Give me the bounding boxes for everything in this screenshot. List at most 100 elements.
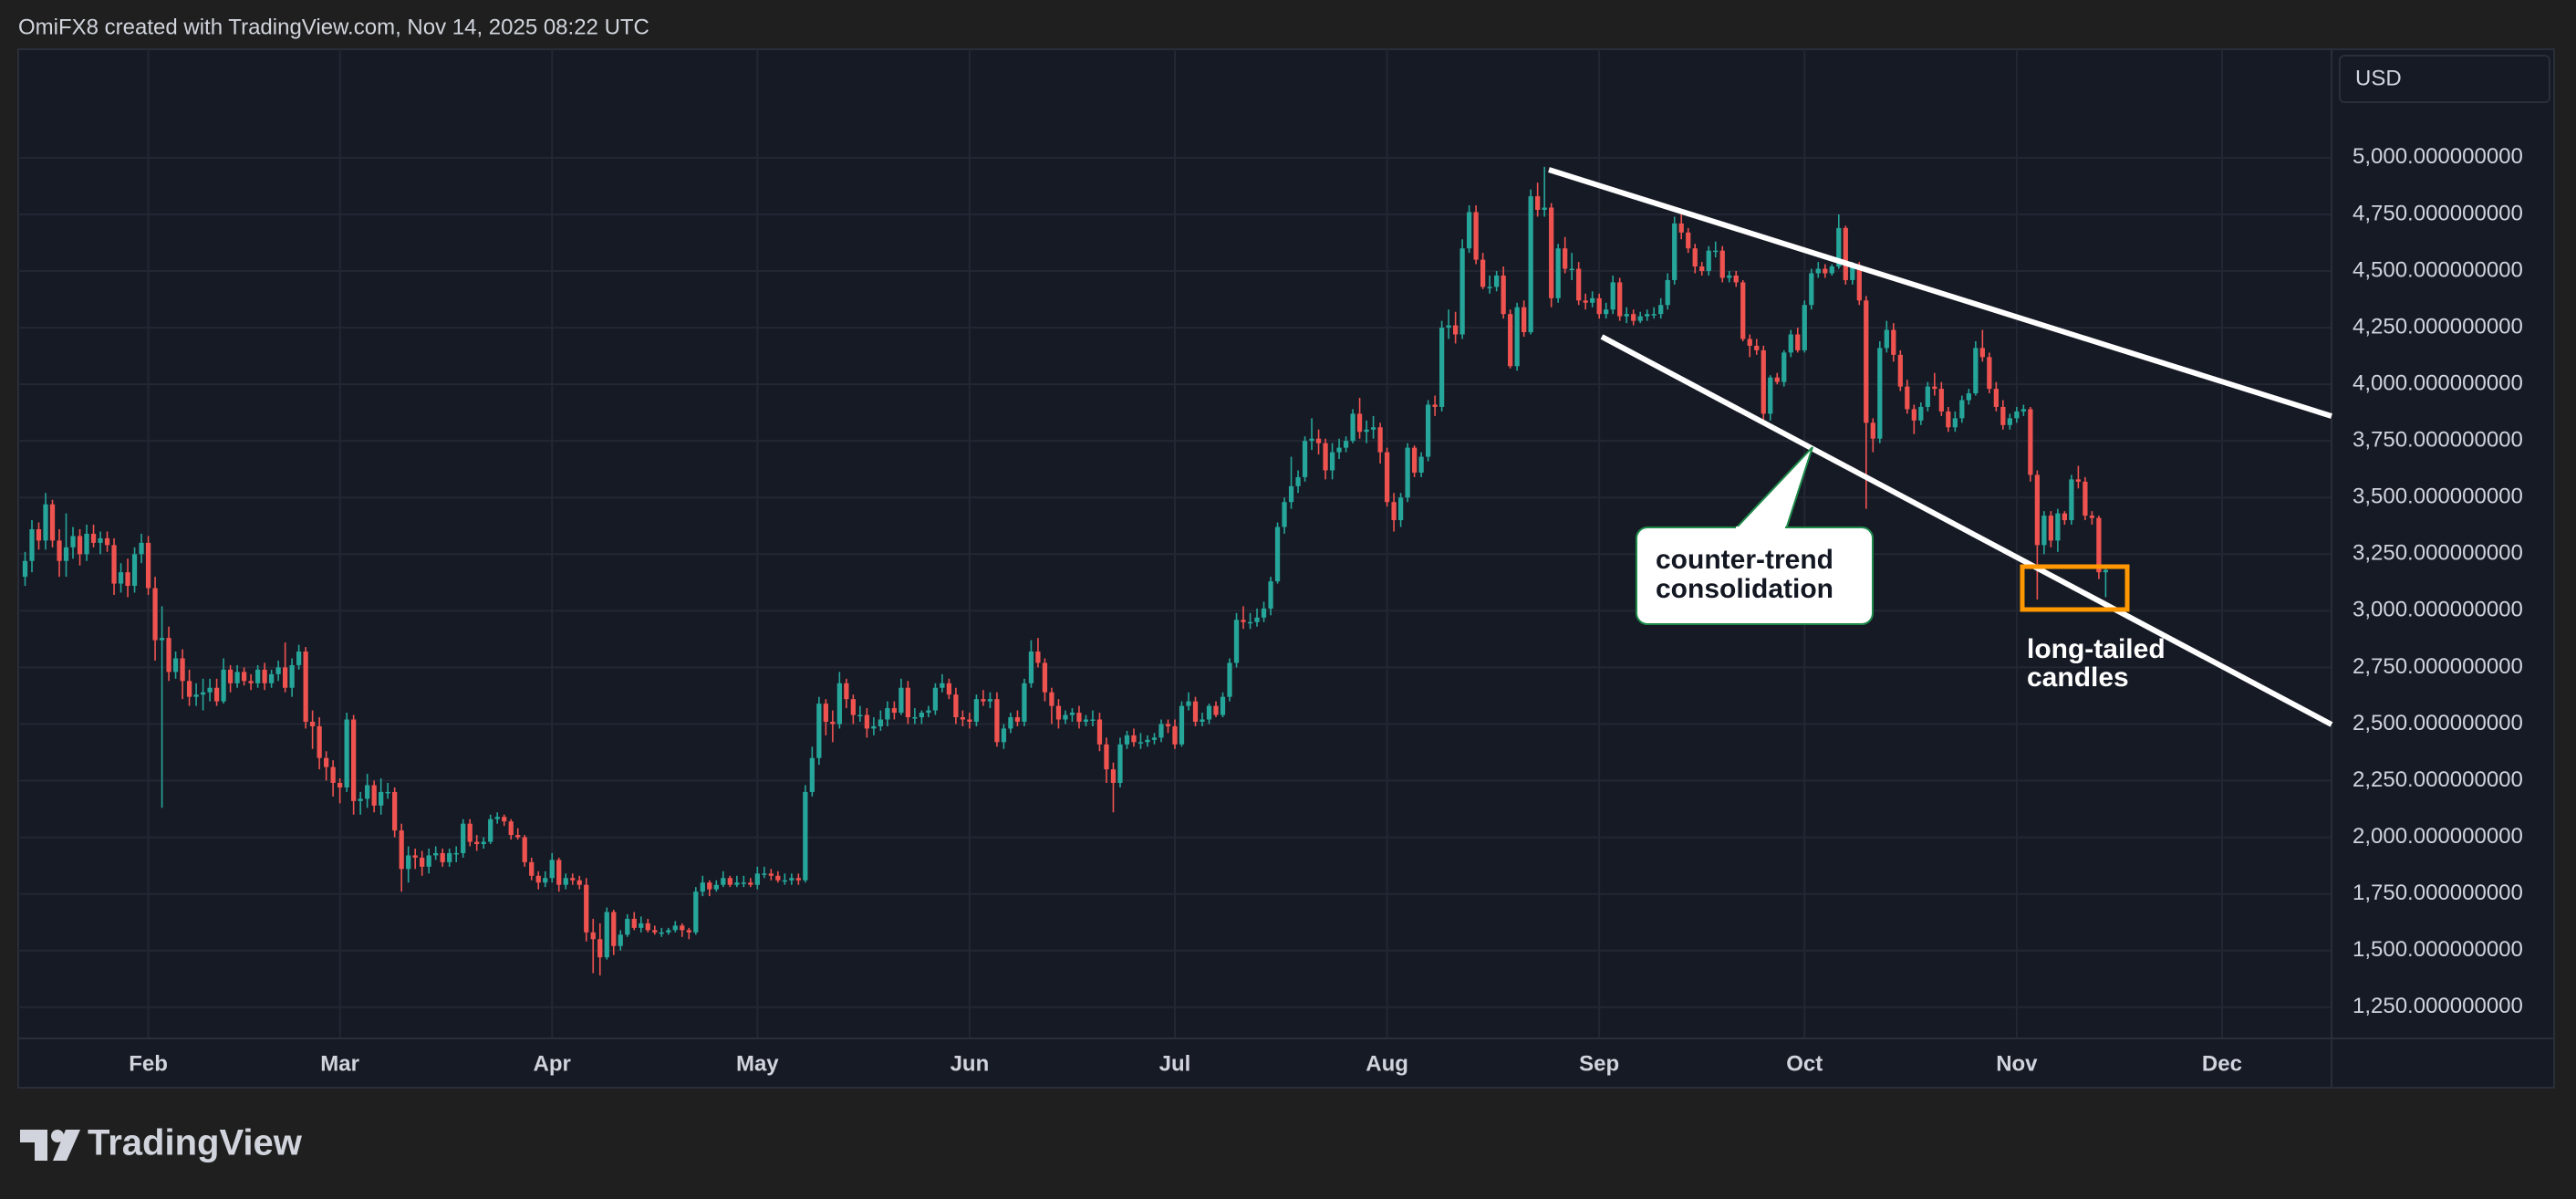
candle-body	[1323, 443, 1328, 471]
candle-body	[338, 783, 343, 787]
candle-body	[467, 823, 473, 842]
candle-body	[275, 667, 281, 674]
candle-body	[186, 681, 192, 697]
candle-body	[1329, 452, 1335, 471]
candle-body	[1049, 692, 1054, 706]
candle-body	[748, 882, 753, 885]
candle-body	[1952, 418, 1958, 428]
candle-body	[1487, 287, 1492, 288]
candle-body	[412, 855, 418, 858]
candle-body	[234, 672, 240, 683]
x-tick-label: Mar	[320, 1051, 359, 1076]
candle-body	[1569, 268, 1574, 271]
candle-body	[1418, 456, 1424, 473]
candle-body	[2089, 516, 2095, 518]
y-tick-label: 4,000.000000000	[2353, 370, 2523, 395]
candle-body	[946, 683, 952, 695]
candle-body	[891, 708, 898, 714]
candle-body	[84, 533, 89, 555]
candle-body	[1624, 314, 1629, 317]
candle-body	[1802, 305, 1807, 350]
candle-body	[1966, 393, 1971, 401]
candle-body	[385, 791, 390, 794]
candle-body	[1905, 386, 1910, 410]
candles	[22, 166, 2109, 975]
candle-body	[1604, 309, 1609, 315]
candle-body	[1747, 339, 1752, 346]
candle-body	[926, 710, 931, 714]
candle-body	[1911, 409, 1916, 421]
candle-body	[604, 912, 609, 958]
axis-labels: 1,250.000000000 1,500.000000000 1,750.0000…	[129, 144, 2523, 1076]
candle-body	[1124, 735, 1130, 745]
candle-body	[618, 934, 623, 946]
y-tick-label: 4,750.000000000	[2353, 201, 2523, 225]
candle-body	[1411, 447, 1418, 473]
candle-body	[77, 536, 83, 555]
candle-body	[2034, 474, 2040, 546]
candle-body	[823, 704, 828, 722]
candle-body	[1117, 744, 1123, 784]
candle-body	[2083, 481, 2088, 516]
candle-body	[584, 884, 589, 933]
candle-body	[563, 878, 568, 885]
candle-body	[576, 880, 582, 885]
candle-body	[707, 882, 712, 890]
y-tick-label: 1,750.000000000	[2353, 881, 2523, 905]
y-tick-label: 1,250.000000000	[2353, 994, 2523, 1018]
candle-body	[1302, 441, 1308, 477]
candle-body	[1350, 413, 1356, 442]
candle-body	[693, 891, 699, 933]
currency-button[interactable]	[2339, 55, 2550, 103]
candle-body	[885, 708, 890, 720]
candle-body	[1918, 406, 1924, 421]
candle-body	[2062, 513, 2068, 521]
x-tick-label: Nov	[1996, 1051, 2038, 1076]
candle-body	[104, 537, 110, 546]
candle-body	[727, 878, 732, 885]
x-tick-label: Jul	[1159, 1051, 1191, 1076]
currency[interactable]: USD	[2355, 66, 2402, 90]
candle-body	[1425, 404, 1431, 457]
candle-body	[1014, 717, 1021, 722]
candle-body	[207, 687, 213, 693]
candle-body	[248, 681, 254, 683]
candle-body	[2103, 569, 2109, 573]
candle-body	[2007, 418, 2012, 425]
candle-body	[406, 855, 411, 870]
candle-body	[420, 857, 425, 867]
candle-body	[221, 669, 226, 702]
candle-body	[453, 852, 459, 855]
candle-body	[399, 830, 404, 870]
candle-body	[43, 504, 48, 541]
candle-body	[1364, 429, 1369, 433]
candle-body	[2048, 516, 2054, 541]
candle-body	[426, 855, 431, 867]
candle-body	[775, 875, 781, 881]
candle-body	[1233, 620, 1240, 663]
candle-body	[2014, 411, 2020, 419]
candle-body	[1897, 354, 1903, 387]
candle-body	[90, 533, 97, 543]
candle-body	[494, 817, 500, 819]
candle-body	[782, 880, 787, 882]
candle-body	[639, 923, 644, 928]
candle-body	[98, 537, 103, 543]
candle-body	[1993, 389, 1999, 407]
candle-body	[1377, 427, 1383, 453]
candle-body	[836, 683, 842, 725]
candle-body	[960, 717, 966, 720]
candle-body	[754, 873, 760, 885]
candle-body	[672, 925, 678, 931]
candle-body	[1596, 297, 1602, 315]
candle-body	[227, 669, 234, 683]
candle-body	[686, 930, 691, 933]
candle-body	[1446, 325, 1451, 328]
candle-body	[1282, 502, 1287, 527]
candle-body	[631, 918, 637, 928]
candle-body	[1186, 701, 1191, 706]
candle-body	[590, 932, 596, 940]
candle-body	[1151, 737, 1158, 740]
candle-body	[973, 699, 980, 722]
y-tick-label: 3,250.000000000	[2353, 541, 2523, 566]
